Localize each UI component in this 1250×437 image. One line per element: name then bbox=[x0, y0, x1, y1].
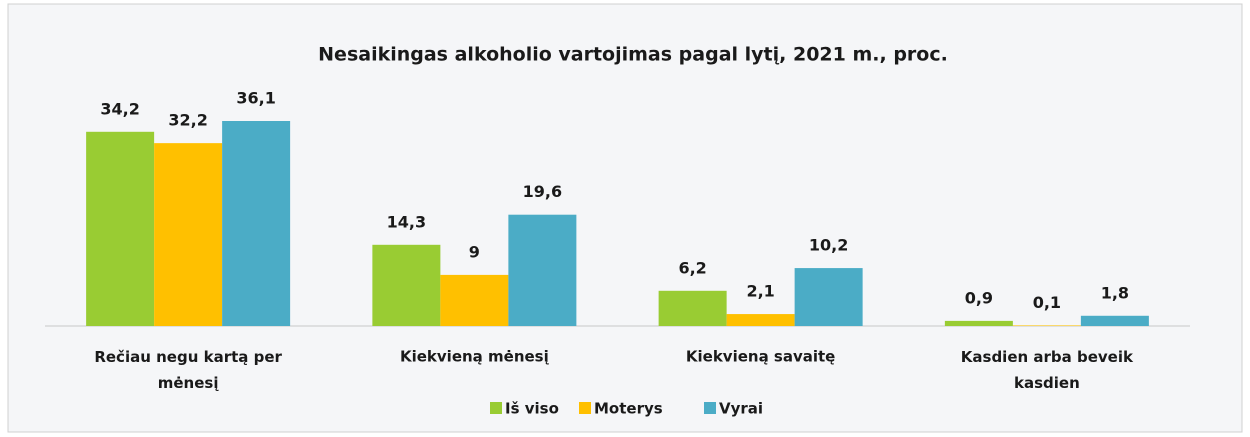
bar bbox=[372, 244, 441, 326]
data-label: 14,3 bbox=[387, 212, 426, 231]
data-label: 0,1 bbox=[1033, 293, 1061, 312]
bar bbox=[726, 314, 795, 326]
legend-swatch bbox=[704, 402, 716, 414]
data-label: 1,8 bbox=[1101, 283, 1129, 302]
bar bbox=[658, 290, 727, 326]
bar bbox=[222, 121, 291, 326]
bar bbox=[944, 320, 1013, 326]
legend-label: Vyrai bbox=[719, 400, 763, 418]
bar bbox=[794, 268, 863, 326]
legend-label: Moterys bbox=[594, 400, 663, 418]
legend-swatch bbox=[579, 402, 591, 414]
data-label: 36,1 bbox=[236, 89, 275, 108]
legend-swatch bbox=[490, 402, 502, 414]
legend-label: Iš viso bbox=[505, 400, 559, 418]
data-label: 2,1 bbox=[746, 282, 774, 301]
bar bbox=[508, 214, 577, 326]
bar bbox=[440, 274, 509, 326]
x-tick-label: Kasdien arba beveik kasdien bbox=[961, 348, 1134, 392]
x-tick-label: Kiekvieną savaitę bbox=[686, 348, 835, 366]
bar bbox=[1080, 315, 1149, 326]
data-label: 19,6 bbox=[523, 182, 562, 201]
chart-title: Nesaikingas alkoholio vartojimas pagal l… bbox=[318, 44, 948, 66]
data-label: 6,2 bbox=[678, 258, 706, 277]
data-label: 32,2 bbox=[168, 111, 207, 130]
bar bbox=[1012, 325, 1081, 326]
data-label: 9 bbox=[469, 242, 480, 261]
data-label: 0,9 bbox=[965, 288, 993, 307]
x-tick-label: Rečiau negu kartą per mėnesį bbox=[94, 348, 282, 392]
data-label: 10,2 bbox=[809, 236, 848, 255]
bar bbox=[86, 131, 155, 326]
data-label: 34,2 bbox=[100, 99, 139, 118]
bar bbox=[154, 143, 223, 326]
x-tick-label: Kiekvieną mėnesį bbox=[400, 348, 550, 366]
